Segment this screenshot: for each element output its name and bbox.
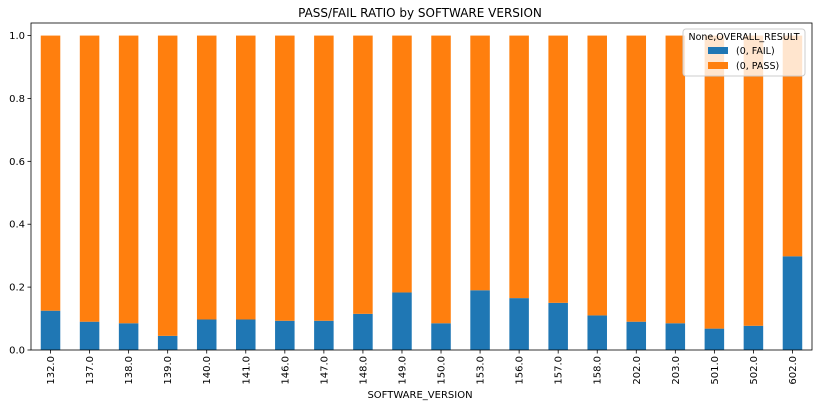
bar-fail-150.0 bbox=[431, 323, 451, 350]
x-axis-title: SOFTWARE_VERSION bbox=[367, 390, 472, 401]
x-tick-label: 502.0 bbox=[749, 356, 760, 385]
bar-pass-141.0 bbox=[236, 35, 256, 320]
bar-fail-139.0 bbox=[157, 335, 178, 350]
bar-fail-147.0 bbox=[314, 320, 334, 350]
y-tick-label: 0.8 bbox=[9, 94, 25, 105]
bar-pass-502.0 bbox=[743, 35, 764, 326]
x-tick-label: 156.0 bbox=[515, 356, 526, 385]
x-tick-label: 137.0 bbox=[85, 356, 96, 385]
bar-fail-146.0 bbox=[275, 320, 295, 350]
bar-pass-132.0 bbox=[40, 35, 61, 311]
x-tick-label: 141.0 bbox=[241, 356, 252, 385]
bar-fail-602.0 bbox=[782, 256, 803, 350]
legend-label-fail: (0, FAIL) bbox=[736, 46, 775, 57]
bar-pass-156.0 bbox=[509, 35, 529, 299]
x-tick-label: 148.0 bbox=[358, 356, 369, 385]
chart-title: PASS/FAIL RATIO by SOFTWARE VERSION bbox=[298, 6, 542, 20]
bar-fail-156.0 bbox=[509, 298, 529, 350]
x-ticks-group: 132.0 137.0 138.0 139.0 140.0 141.0 146.0 147.0… bbox=[46, 350, 799, 385]
x-tick-label: 147.0 bbox=[319, 356, 330, 385]
x-tick-label: 146.0 bbox=[280, 356, 291, 385]
bar-pass-146.0 bbox=[275, 35, 295, 321]
bar-fail-141.0 bbox=[236, 319, 256, 350]
x-tick-label: 602.0 bbox=[788, 356, 799, 385]
y-tick-label: 0.0 bbox=[9, 346, 25, 357]
y-tick-label: 0.4 bbox=[9, 220, 25, 231]
x-tick-label: 158.0 bbox=[593, 356, 604, 385]
x-tick-label: 139.0 bbox=[163, 356, 174, 385]
y-tick-label: 1.0 bbox=[9, 31, 25, 42]
legend-label-pass: (0, PASS) bbox=[736, 61, 779, 72]
bar-pass-150.0 bbox=[431, 35, 451, 324]
bar-pass-140.0 bbox=[196, 35, 217, 320]
x-tick-label: 140.0 bbox=[202, 356, 213, 385]
bar-pass-157.0 bbox=[548, 35, 568, 303]
bar-fail-158.0 bbox=[587, 315, 607, 350]
bar-pass-147.0 bbox=[314, 35, 334, 321]
x-tick-label: 203.0 bbox=[671, 356, 682, 385]
legend: None,OVERALL_RESULT (0, FAIL) (0, PASS) bbox=[682, 28, 806, 77]
bar-fail-140.0 bbox=[196, 319, 217, 350]
x-tick-label: 202.0 bbox=[632, 356, 643, 385]
bar-pass-158.0 bbox=[587, 35, 607, 316]
legend-swatch-pass bbox=[708, 62, 728, 69]
x-tick-label: 138.0 bbox=[124, 356, 135, 385]
bar-fail-501.0 bbox=[704, 328, 725, 350]
bar-pass-602.0 bbox=[782, 35, 803, 257]
bar-fail-203.0 bbox=[665, 323, 686, 350]
y-tick-label: 0.2 bbox=[9, 283, 25, 294]
bar-pass-138.0 bbox=[118, 35, 139, 324]
bar-pass-139.0 bbox=[157, 35, 178, 336]
x-tick-label: 153.0 bbox=[476, 356, 487, 385]
bar-pass-149.0 bbox=[392, 35, 412, 293]
legend-swatch-fail bbox=[708, 47, 728, 54]
bar-pass-202.0 bbox=[626, 35, 647, 322]
y-ticks-group: 0.0 0.2 0.4 0.6 0.8 1.0 bbox=[9, 31, 31, 357]
axes-group bbox=[30, 22, 813, 351]
x-tick-label: 157.0 bbox=[554, 356, 565, 385]
plot-frame bbox=[30, 22, 813, 351]
bar-fail-502.0 bbox=[743, 325, 764, 350]
bar-fail-153.0 bbox=[470, 290, 490, 350]
bar-pass-137.0 bbox=[79, 35, 100, 322]
legend-title: None,OVERALL_RESULT bbox=[688, 32, 799, 43]
x-tick-label: 501.0 bbox=[710, 356, 721, 385]
bar-fail-148.0 bbox=[353, 313, 373, 350]
bar-fail-137.0 bbox=[79, 321, 100, 350]
bar-fail-138.0 bbox=[118, 323, 139, 350]
y-tick-label: 0.6 bbox=[9, 157, 25, 168]
bar-pass-148.0 bbox=[353, 35, 373, 314]
bar-fail-157.0 bbox=[548, 302, 568, 350]
x-tick-label: 149.0 bbox=[397, 356, 408, 385]
bar-fail-132.0 bbox=[40, 310, 61, 350]
x-tick-label: 150.0 bbox=[437, 356, 448, 385]
bars-group bbox=[40, 35, 803, 350]
bar-pass-203.0 bbox=[665, 35, 686, 324]
bar-pass-153.0 bbox=[470, 35, 490, 291]
x-tick-label: 132.0 bbox=[46, 356, 57, 385]
bar-fail-202.0 bbox=[626, 321, 647, 350]
bar-fail-149.0 bbox=[392, 292, 412, 350]
bar-pass-501.0 bbox=[704, 35, 725, 329]
